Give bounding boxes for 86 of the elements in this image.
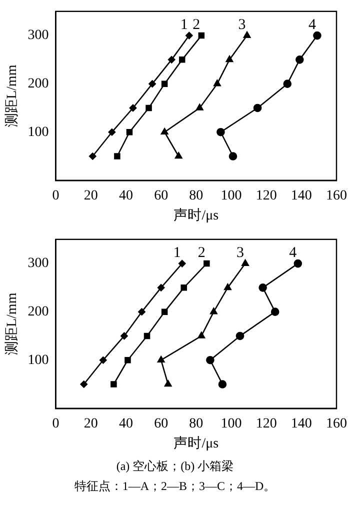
x-tick-label: 0	[52, 416, 60, 432]
y-tick-label: 300	[28, 256, 49, 272]
point	[174, 152, 182, 159]
point	[88, 152, 96, 160]
x-tick-label: 100	[220, 188, 242, 204]
point	[253, 104, 262, 112]
point	[161, 308, 168, 315]
x-tick-label: 140	[290, 188, 312, 204]
point	[236, 332, 244, 340]
y-tick-label: 100	[28, 124, 49, 140]
x-tick-label: 120	[256, 188, 277, 204]
point	[258, 284, 267, 292]
point	[124, 356, 131, 364]
point	[198, 332, 206, 338]
point	[110, 381, 117, 388]
series-label: 2	[198, 244, 206, 261]
x-tick-label: 160	[326, 188, 347, 204]
point	[138, 308, 146, 316]
point	[164, 380, 172, 387]
text: (a) 空心板；(b) 小箱梁	[115, 458, 235, 475]
point	[210, 308, 218, 314]
x-tick-label: 80	[189, 416, 204, 432]
point	[180, 284, 187, 291]
series-label: 2	[192, 16, 200, 33]
point	[296, 56, 304, 64]
point	[198, 32, 205, 39]
point	[196, 104, 204, 110]
point	[214, 80, 221, 86]
point	[126, 128, 133, 136]
y-tick-label: 300	[28, 28, 49, 44]
x-tick-label: 40	[118, 188, 133, 204]
point	[108, 128, 116, 136]
point	[120, 332, 128, 340]
point	[160, 128, 168, 135]
x-tick-label: 20	[84, 188, 98, 204]
point	[218, 380, 227, 388]
x-tick-label: 20	[84, 416, 98, 432]
point	[216, 128, 225, 136]
y-tick-label: 100	[28, 352, 49, 368]
point	[168, 56, 176, 64]
x-axis-title: 声时/μs	[174, 207, 219, 224]
series-label: 1	[180, 16, 188, 33]
point	[129, 104, 137, 112]
point	[178, 56, 186, 63]
y-tick-label: 200	[28, 76, 49, 92]
point	[178, 260, 186, 268]
point	[243, 31, 251, 38]
point	[80, 380, 88, 388]
y-axis-title: 测距L/mm	[4, 292, 20, 356]
x-tick-label: 40	[118, 416, 133, 432]
point	[283, 80, 292, 88]
point	[228, 152, 238, 160]
point	[224, 284, 232, 290]
point	[157, 284, 165, 292]
point	[157, 356, 165, 363]
x-axis-title: 声时/μs	[174, 435, 219, 452]
point	[294, 259, 302, 268]
point	[270, 308, 280, 316]
point	[206, 356, 214, 364]
y-tick-label: 200	[28, 304, 49, 320]
series-label: 3	[236, 244, 244, 261]
point	[100, 356, 107, 364]
x-tick-label: 100	[220, 416, 242, 432]
point	[242, 259, 249, 266]
point	[204, 260, 210, 267]
point	[161, 80, 168, 87]
x-tick-label: 60	[154, 188, 168, 204]
x-tick-label: 120	[256, 416, 277, 432]
series-label: 4	[289, 244, 298, 261]
text: 特征点：1—A；2—B；3—C；4—D。	[73, 478, 277, 495]
x-tick-label: 0	[52, 188, 60, 204]
x-tick-label: 160	[326, 416, 347, 432]
point	[226, 56, 234, 62]
x-tick-label: 80	[189, 188, 204, 204]
point	[146, 104, 152, 112]
series-label: 4	[308, 16, 316, 33]
x-tick-label: 60	[154, 416, 168, 432]
x-tick-label: 140	[290, 416, 312, 432]
point	[148, 80, 156, 88]
series-label: 3	[238, 16, 246, 33]
point	[144, 332, 150, 340]
series-label: 1	[173, 244, 181, 261]
point	[185, 32, 193, 40]
point	[313, 31, 322, 40]
point	[114, 153, 120, 160]
y-axis-title: 测距L/mm	[4, 64, 20, 128]
